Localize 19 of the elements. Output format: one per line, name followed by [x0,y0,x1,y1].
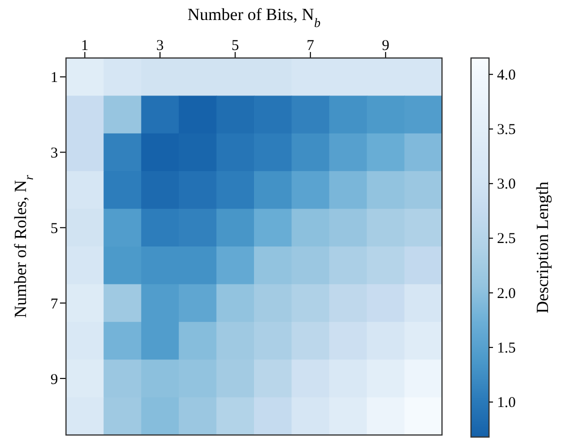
y-tick-label: 3 [50,146,58,162]
color-bar-title: Description Length [533,181,552,314]
color-bar-label: 3.0 [497,176,516,193]
y-tick-label: 9 [50,372,58,388]
color-bar-label: 2.0 [497,286,516,302]
color-bar-label: 4.0 [497,67,516,84]
color-bar-label: 3.5 [497,122,516,138]
color-bar-label: 2.5 [497,231,516,248]
color-bar-label: 1.5 [497,340,516,356]
x-tick-label: 5 [231,38,239,54]
x-tick-label: 3 [156,38,164,54]
x-axis-title: Number of Bits, N$_{b}$ [188,5,320,30]
x-tick-label: 9 [382,38,390,54]
y-tick-label: 5 [50,220,58,237]
y-tick-label: 1 [50,70,58,86]
x-tick-label: 7 [306,38,315,54]
y-tick-label: 7 [50,296,58,312]
color-bar-label: 1.0 [497,395,516,412]
x-tick-label: 1 [81,38,89,54]
